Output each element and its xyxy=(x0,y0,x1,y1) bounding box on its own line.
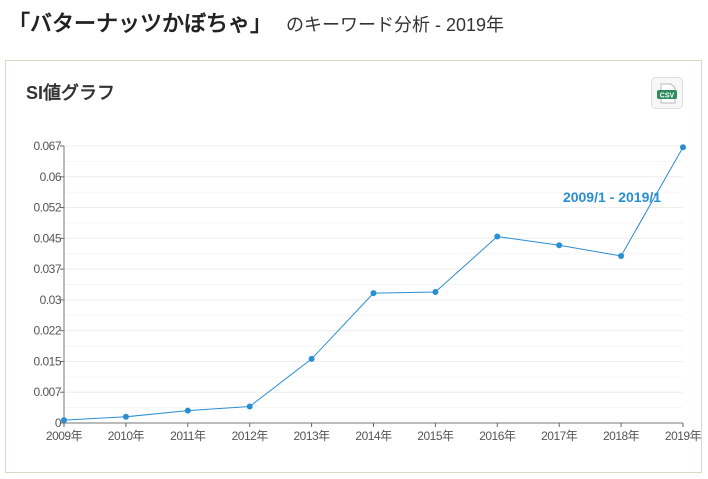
data-point xyxy=(122,413,129,420)
data-point xyxy=(556,242,563,249)
y-tick-label: 0.067 xyxy=(33,139,61,153)
y-tick-label: 0.03 xyxy=(40,293,62,307)
x-tick-label: 2015年 xyxy=(417,429,454,443)
x-tick-label: 2009年 xyxy=(46,429,83,443)
x-tick-label: 2014年 xyxy=(355,429,392,443)
page-header: 「バターナッツかぼちゃ」 のキーワード分析 - 2019年 xyxy=(8,6,504,38)
svg-text:CSV: CSV xyxy=(660,93,675,100)
si-chart-card: SI値グラフ CSV xyxy=(5,60,702,473)
y-tick-label: 0.007 xyxy=(33,385,61,399)
x-tick-label: 2017年 xyxy=(541,429,578,443)
y-tick-label: 0.045 xyxy=(33,231,61,245)
x-tick-label: 2011年 xyxy=(170,429,206,443)
x-tick-label: 2012年 xyxy=(232,429,269,443)
x-tick-label: 2010年 xyxy=(108,429,145,443)
data-point xyxy=(184,407,191,414)
y-tick-label: 0.052 xyxy=(33,201,61,215)
csv-file-icon: CSV xyxy=(657,83,677,104)
data-point xyxy=(494,233,501,240)
page-subtitle: のキーワード分析 - 2019年 xyxy=(286,15,505,35)
data-point xyxy=(432,288,439,295)
y-tick-label: 0 xyxy=(55,416,62,430)
date-range-label: 2009/1 - 2019/1 xyxy=(563,189,661,205)
x-tick-label: 2016年 xyxy=(479,429,516,443)
csv-download-button[interactable]: CSV xyxy=(651,77,683,109)
x-tick-label: 2019年 xyxy=(665,429,702,443)
data-point xyxy=(370,290,377,297)
y-tick-label: 0.06 xyxy=(40,170,62,184)
data-point xyxy=(61,417,67,424)
x-tick-label: 2013年 xyxy=(293,429,330,443)
x-tick-label: 2018年 xyxy=(603,429,640,443)
data-point xyxy=(618,252,625,259)
data-point xyxy=(246,403,253,410)
y-tick-label: 0.037 xyxy=(33,262,61,276)
y-tick-label: 0.015 xyxy=(33,354,61,368)
data-point xyxy=(680,144,686,151)
data-point xyxy=(308,355,315,362)
y-tick-label: 0.022 xyxy=(33,324,61,338)
keyword-title: 「バターナッツかぼちゃ」 xyxy=(8,11,273,36)
chart-title: SI値グラフ xyxy=(26,83,116,103)
